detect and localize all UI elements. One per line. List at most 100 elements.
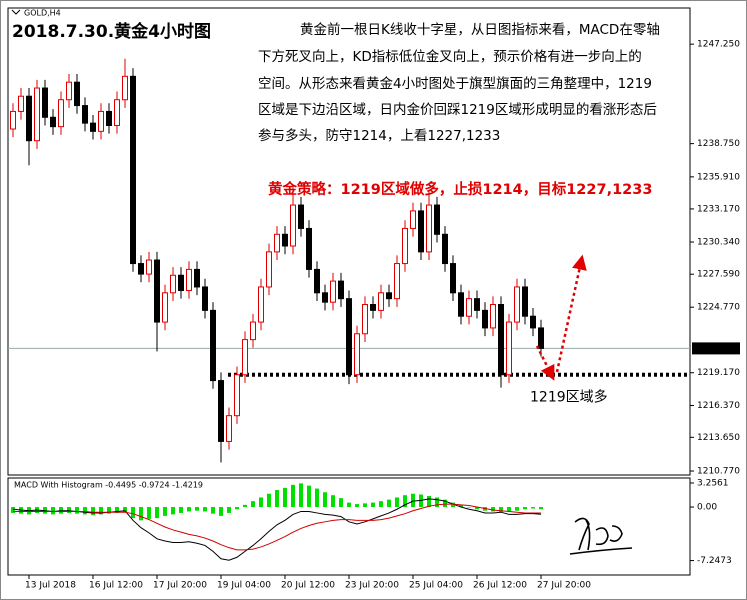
candle-body [538,327,544,349]
histogram-bar [371,502,375,508]
candle-body [418,210,424,253]
symbol-icon [11,9,21,15]
histogram-bar [387,499,391,508]
candle-body [450,263,456,294]
histogram-bar [515,507,519,511]
chart-title: 2018.7.30.黄金4小时图 [12,21,211,42]
strategy: 黄金策略：1219区域做多，止损1214，目标1227,1233 [268,180,652,198]
y-tick-label: 0.00 [697,503,717,513]
commentary-line: 下方死叉向上，KD指标低位金叉向上，预示价格有进一步向上的 [258,49,642,65]
histogram-bar [467,507,471,508]
candle-body [186,268,192,291]
candle-body [242,339,248,376]
histogram-bar [67,507,71,513]
histogram-bar [171,507,175,515]
histogram-bar [347,502,351,508]
histogram-bar [363,503,367,508]
candle-body [410,210,416,229]
y-tick-label: 1235.910 [697,172,740,182]
x-tick-label: 26 Jul 12:00 [473,581,527,591]
candle-body [10,110,16,130]
candle-body [234,374,240,417]
histogram-bar [307,485,311,508]
y-tick-label: 1224.770 [697,303,740,313]
support-label: 1219区域多 [530,389,608,406]
candle-body [490,304,496,329]
histogram-bar [539,507,543,510]
candle-body [354,333,360,376]
arrow-down [535,345,555,381]
histogram-bar [299,483,303,508]
candle-body [306,227,312,270]
histogram-bar [115,507,119,513]
histogram-bar [291,484,295,508]
histogram-bar [123,507,127,513]
candle-body [378,292,384,311]
histogram-bar [395,497,399,508]
candle-body [394,263,400,300]
commentary-line: 参与多头，防守1214，上看1227,1233 [258,127,500,144]
histogram-bar [155,507,159,519]
histogram-bar [243,504,247,508]
histogram-bar [211,507,215,514]
histogram-bar [147,507,151,519]
candle-body [146,259,152,275]
x-tick-label: 20 Jul 12:00 [281,581,335,591]
histogram-bar [523,507,527,510]
candle-body [154,259,160,323]
candle-body [194,268,200,288]
candle-body [98,110,104,132]
candle-body [90,122,96,132]
histogram-bar [491,507,495,512]
histogram-bar [259,497,263,508]
x-tick-label: 17 Jul 20:00 [153,581,207,591]
candle-body [498,304,504,376]
histogram-bar [323,492,327,508]
candle-body [514,286,520,323]
histogram-bar [507,507,511,512]
histogram-bar [163,507,167,516]
symbol: GOLD,H4 [24,9,61,18]
y-tick-label: 3.2561 [697,478,729,488]
last-price-label: 1221.250 [695,344,738,354]
candle-body [466,298,472,317]
histogram-bar [339,498,343,508]
y-tick-label: 1210.770 [697,467,740,477]
histogram-bar [99,507,103,515]
candle-body [274,233,280,253]
candle-body [130,75,136,265]
arrow-up [555,254,587,373]
histogram-bar [443,499,447,508]
y-tick-label: 1247.250 [697,40,740,50]
candle-body [402,227,408,265]
histogram-bar [403,495,407,508]
commentary-line: 空间。从形态来看黄金4小时图处于旗型旗面的三角整理中，1219 [258,76,652,92]
x-tick-label: 23 Jul 20:00 [345,581,399,591]
candle-body [282,233,288,247]
candle-body [386,292,392,300]
histogram-bar [451,502,455,508]
candle-body [18,95,24,112]
candle-body [322,292,328,303]
candle-body [34,87,40,142]
candle-body [258,286,264,323]
commentary-line: 黄金前一根日K线收十字星，从日图指标来看，MACD在零轴 [300,21,660,38]
histogram-bar [219,507,223,516]
candle-body [266,251,272,288]
x-tick-label: 16 Jul 12:00 [89,581,143,591]
histogram-bar [435,497,439,508]
x-tick-label: 27 Jul 20:00 [537,581,591,591]
y-tick-label: 1233.170 [697,204,740,214]
candle-body [122,75,128,101]
candle-body [442,233,448,265]
candle-body [106,110,112,126]
candle-body [346,298,352,376]
x-tick-label: 13 Jul 2018 [25,581,76,591]
candle-body [66,81,72,101]
histogram-bar [203,507,207,512]
y-tick-label: 1216.370 [697,401,740,411]
candle-body [218,380,224,442]
last-price-box [692,342,740,355]
candle-body [298,204,304,229]
